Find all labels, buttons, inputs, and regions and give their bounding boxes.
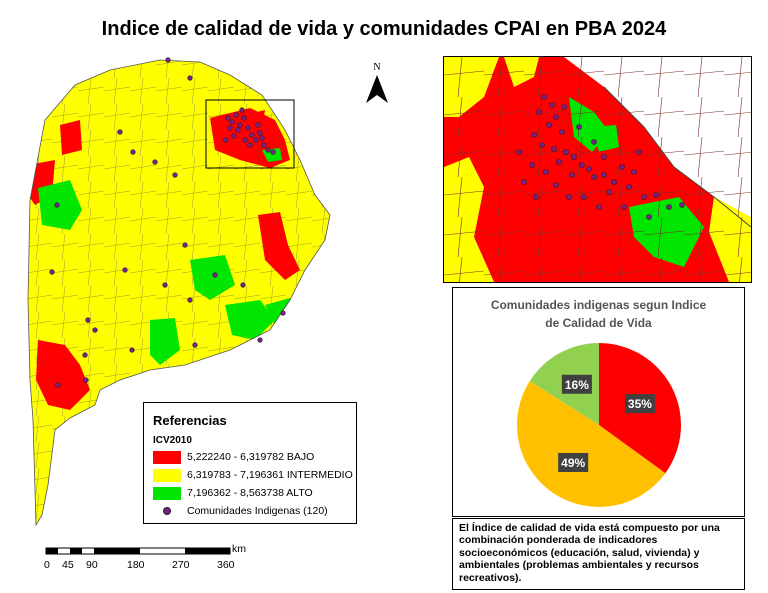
legend-label-bajo: 5,222240 - 6,319782 BAJO: [187, 451, 315, 463]
legend-subtitle: ICV2010: [153, 435, 192, 446]
scale-tick-180: 180: [127, 559, 145, 571]
pie-data-label-35: 35%: [624, 394, 655, 414]
legend-swatch-bajo: [153, 450, 181, 464]
legend-label-alto: 7,196362 - 8,563738 ALTO: [187, 487, 313, 499]
pie-data-label-16: 16%: [561, 374, 592, 394]
pie-data-label-text: 16%: [565, 378, 589, 392]
legend-title: Referencias: [153, 413, 227, 428]
legend-label-intermedio: 6,319783 - 7,196361 INTERMEDIO: [187, 469, 353, 481]
pie-chart: 35% 49% 16%: [516, 343, 681, 508]
map-region-alto: [150, 318, 180, 365]
scale-bar: [45, 547, 231, 555]
pie-data-label-text: 35%: [628, 397, 652, 411]
inset-community-points: [516, 94, 685, 220]
map-title: Indice de calidad de vida y comunidades …: [101, 18, 667, 40]
legend-item-communities: Comunidades Indigenas (120): [153, 503, 328, 519]
map-region-alto: [38, 180, 82, 230]
inset-map-svg: [444, 57, 751, 282]
map-region-alto: [190, 255, 235, 300]
legend-label-communities: Comunidades Indigenas (120): [187, 505, 328, 517]
description-box: El Índice de calidad de vida está compue…: [452, 518, 745, 590]
province-outline: [27, 59, 331, 527]
map-region-bajo: [36, 340, 90, 410]
pie-chart-panel: Comunidades indigenas segun Indice de Ca…: [452, 287, 745, 517]
community-points: [49, 57, 286, 388]
scale-tick-360: 360: [217, 559, 235, 571]
legend-swatch-alto: [153, 486, 181, 500]
scale-unit: km: [232, 543, 246, 555]
legend-item-intermedio: 6,319783 - 7,196361 INTERMEDIO: [153, 467, 353, 483]
scale-tick-270: 270: [172, 559, 190, 571]
main-map: [27, 57, 331, 527]
north-arrow: N: [362, 62, 392, 108]
map-legend: Referencias ICV2010 5,222240 - 6,319782 …: [143, 402, 357, 524]
legend-item-bajo: 5,222240 - 6,319782 BAJO: [153, 449, 314, 465]
map-region-bajo: [258, 212, 300, 280]
scale-tick-0: 0: [44, 559, 50, 571]
pie-data-label-49: 49%: [558, 452, 589, 472]
legend-point-symbol: [163, 507, 171, 515]
chart-title-line2: de Calidad de Vida: [545, 316, 652, 330]
scale-tick-90: 90: [86, 559, 98, 571]
map-region-alto: [225, 300, 275, 340]
description-text: El Índice de calidad de vida está compue…: [459, 522, 720, 584]
inset-extent-box: [205, 99, 295, 169]
pie-data-label-text: 49%: [561, 456, 585, 470]
chart-title: Comunidades indigenas segun Indice de Ca…: [453, 296, 744, 332]
pie-slice-49: [516, 381, 666, 508]
scale-tick-45: 45: [62, 559, 74, 571]
north-label: N: [373, 62, 381, 73]
inset-map: [443, 56, 752, 283]
north-arrow-icon: [366, 75, 388, 103]
legend-swatch-intermedio: [153, 468, 181, 482]
legend-item-alto: 7,196362 - 8,563738 ALTO: [153, 485, 313, 501]
chart-title-line1: Comunidades indigenas segun Indice: [490, 298, 707, 312]
map-region-bajo: [60, 120, 82, 155]
